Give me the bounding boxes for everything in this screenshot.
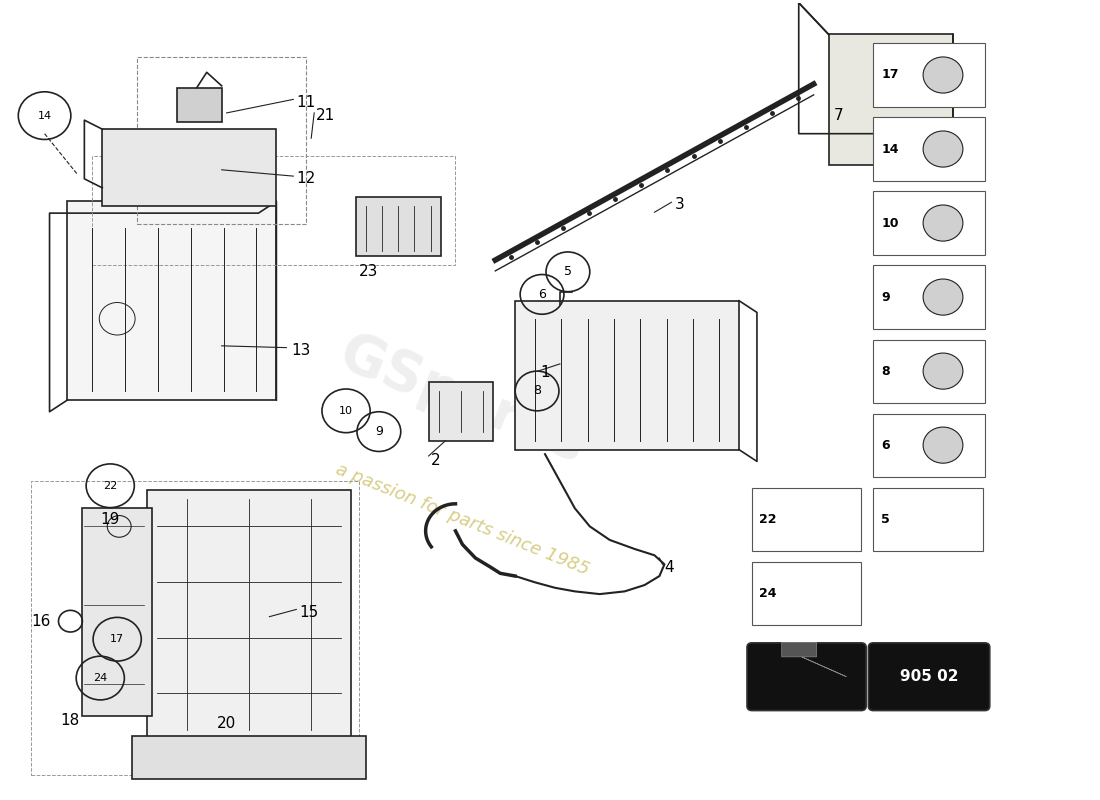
Text: 3: 3	[674, 198, 684, 213]
Text: 18: 18	[60, 713, 80, 728]
Text: 17: 17	[110, 634, 124, 644]
Bar	[752, 487, 861, 550]
Circle shape	[923, 353, 962, 389]
Text: 15: 15	[299, 605, 319, 620]
Bar	[873, 339, 985, 402]
Text: 14: 14	[37, 110, 52, 121]
Bar	[67, 202, 276, 400]
Circle shape	[923, 57, 962, 93]
Text: 8: 8	[881, 365, 890, 378]
Text: 13: 13	[292, 343, 310, 358]
Text: 17: 17	[881, 69, 899, 82]
Text: 21: 21	[316, 108, 336, 123]
FancyBboxPatch shape	[868, 643, 990, 710]
Text: 905 02: 905 02	[900, 670, 958, 684]
Text: GSpares: GSpares	[331, 326, 593, 474]
Text: 5: 5	[881, 513, 890, 526]
Circle shape	[923, 279, 962, 315]
Text: 5: 5	[564, 266, 572, 278]
Text: 1: 1	[540, 366, 550, 381]
Bar	[873, 487, 982, 550]
Bar	[31, 482, 359, 774]
Text: 22: 22	[103, 481, 118, 490]
Text: 16: 16	[31, 614, 51, 629]
Text: 12: 12	[296, 171, 316, 186]
Text: 2: 2	[430, 453, 440, 468]
Bar	[828, 34, 953, 166]
Bar	[873, 191, 985, 254]
Bar	[82, 508, 152, 716]
Text: 24: 24	[759, 586, 777, 600]
Text: 22: 22	[759, 513, 777, 526]
Bar	[873, 266, 985, 329]
Text: 11: 11	[296, 94, 316, 110]
FancyBboxPatch shape	[747, 643, 866, 710]
Bar	[356, 197, 441, 255]
Circle shape	[923, 131, 962, 167]
Text: 7: 7	[834, 108, 844, 123]
Bar	[132, 736, 366, 779]
Bar	[515, 301, 739, 450]
Text: 20: 20	[217, 716, 236, 730]
Bar	[102, 129, 276, 206]
Text: 6: 6	[881, 438, 890, 452]
Text: 6: 6	[538, 288, 546, 301]
Bar	[92, 156, 455, 265]
Bar	[873, 118, 985, 181]
Text: 19: 19	[100, 512, 120, 526]
Text: a passion for parts since 1985: a passion for parts since 1985	[333, 460, 592, 578]
Text: 8: 8	[534, 385, 541, 398]
Circle shape	[923, 427, 962, 463]
Text: 10: 10	[339, 406, 353, 416]
Text: 23: 23	[360, 264, 378, 279]
Bar	[147, 490, 351, 738]
Text: 9: 9	[881, 290, 890, 303]
Text: 10: 10	[881, 217, 899, 230]
Bar	[752, 562, 861, 625]
Text: 14: 14	[881, 142, 899, 155]
Bar	[873, 43, 985, 106]
Polygon shape	[782, 642, 846, 677]
Bar	[429, 382, 493, 441]
Circle shape	[923, 205, 962, 241]
Bar	[177, 88, 222, 122]
Text: 24: 24	[94, 673, 108, 683]
Bar	[138, 57, 306, 224]
Text: 9: 9	[375, 425, 383, 438]
Bar	[873, 414, 985, 477]
Text: 4: 4	[664, 559, 674, 574]
